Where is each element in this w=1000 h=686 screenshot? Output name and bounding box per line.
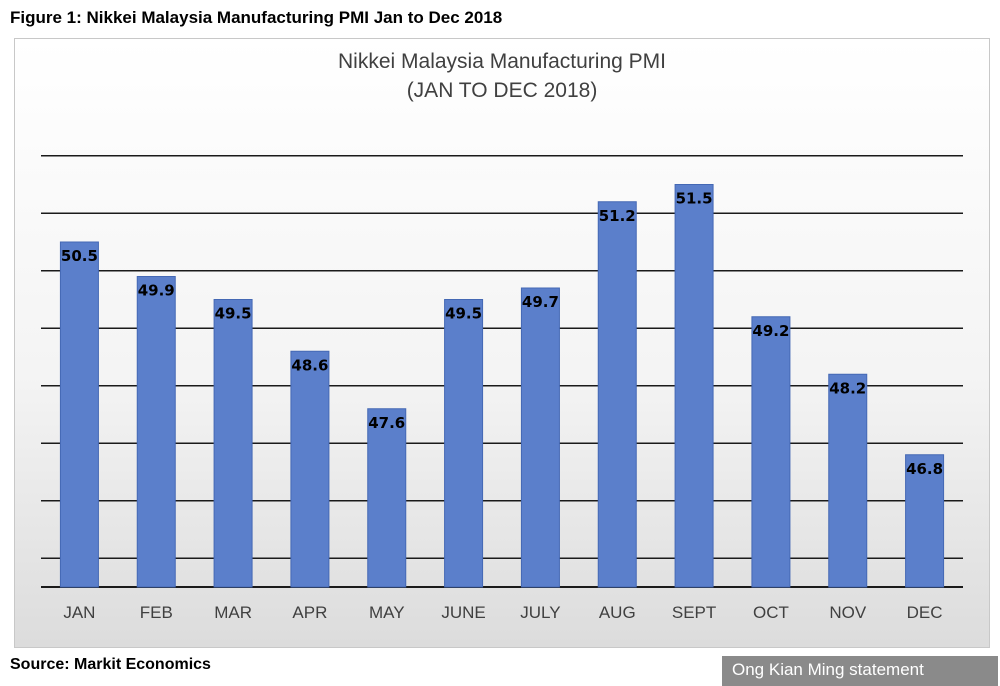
chart-subtitle: (JAN TO DEC 2018) xyxy=(407,79,598,102)
bar-oct xyxy=(751,316,791,588)
chart-title: Nikkei Malaysia Manufacturing PMI xyxy=(338,50,666,73)
bar-sept xyxy=(674,184,714,588)
bar-june xyxy=(444,299,484,588)
bar-dec xyxy=(905,454,945,588)
bar-apr xyxy=(290,350,330,588)
data-labels: 50.5 49.9 49.5 48.6 47.6 49.5 49.7 51.2 51.5 49.2… xyxy=(61,190,943,478)
bar-nov xyxy=(828,373,868,588)
data-label-dec: 46.8 xyxy=(906,460,943,478)
tick-label-aug: AUG xyxy=(599,603,636,622)
data-label-oct: 49.2 xyxy=(752,322,789,340)
data-label-mar: 49.5 xyxy=(215,305,252,323)
tick-label-nov: NOV xyxy=(829,603,867,622)
data-label-may: 47.6 xyxy=(368,414,405,432)
data-label-nov: 48.2 xyxy=(829,379,866,397)
gridlines xyxy=(41,155,963,588)
tick-label-sept: SEPT xyxy=(672,603,716,622)
pmi-bar-chart: Nikkei Malaysia Manufacturing PMI (JAN T… xyxy=(41,50,963,622)
tick-label-july: JULY xyxy=(520,603,560,622)
data-label-apr: 48.6 xyxy=(291,356,328,374)
tick-label-jan: JAN xyxy=(63,603,95,622)
data-label-july: 49.7 xyxy=(522,293,559,311)
tick-label-oct: OCT xyxy=(753,603,789,622)
x-axis-tick-labels: JAN FEB MAR APR MAY JUNE JULY AUG SEPT OCT NOV DEC xyxy=(63,603,942,622)
bar-aug xyxy=(597,201,637,588)
chart-panel: Nikkei Malaysia Manufacturing PMI (JAN T… xyxy=(14,38,990,648)
bar-july xyxy=(520,287,560,588)
bar-mar xyxy=(213,299,253,588)
tick-label-apr: APR xyxy=(292,603,327,622)
data-label-sept: 51.5 xyxy=(676,190,713,208)
tick-label-may: MAY xyxy=(369,603,405,622)
data-label-aug: 51.2 xyxy=(599,207,636,225)
figure-caption: Figure 1: Nikkei Malaysia Manufacturing … xyxy=(10,8,503,27)
tick-label-mar: MAR xyxy=(214,603,252,622)
bar-may xyxy=(367,408,407,588)
data-label-june: 49.5 xyxy=(445,305,482,323)
tick-label-dec: DEC xyxy=(907,603,943,622)
bars xyxy=(59,184,945,588)
source-note: Source: Markit Economics xyxy=(10,656,211,673)
data-label-jan: 50.5 xyxy=(61,247,98,265)
data-label-feb: 49.9 xyxy=(138,282,175,300)
tick-label-feb: FEB xyxy=(140,603,173,622)
tick-label-june: JUNE xyxy=(441,603,485,622)
bar-feb xyxy=(136,276,176,588)
bar-jan xyxy=(59,241,99,588)
credit-badge: Ong Kian Ming statement xyxy=(722,656,998,686)
